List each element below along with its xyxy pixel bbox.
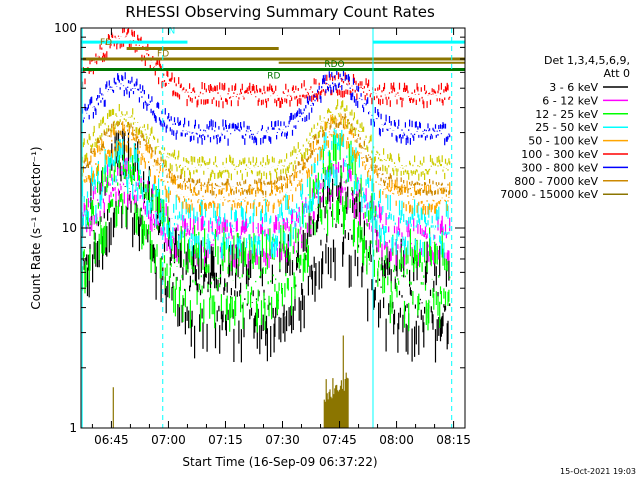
state-annotation-3: RDO xyxy=(324,60,344,70)
legend-label-0: 3 - 6 keV xyxy=(549,81,598,94)
legend-label-8: 7000 - 15000 keV xyxy=(500,188,598,201)
legend-label-2: 12 - 25 keV xyxy=(535,108,598,121)
legend-label-6: 300 - 800 keV xyxy=(521,161,598,174)
state-annotation-4: RD xyxy=(267,71,280,81)
x-tick-label-4: 07:45 xyxy=(322,433,357,447)
legend-label-7: 800 - 7000 keV xyxy=(514,175,598,188)
state-annotation-0: N xyxy=(168,26,175,36)
x-tick-label-3: 07:30 xyxy=(265,433,300,447)
x-axis-label: Start Time (16-Sep-09 06:37:22) xyxy=(182,455,377,469)
y-axis-label: Count Rate (s⁻¹ detector⁻¹) xyxy=(29,146,43,309)
series-trace-7000-15000kev xyxy=(112,335,349,428)
legend-label-1: 6 - 12 keV xyxy=(542,94,598,107)
legend-label-3: 25 - 50 keV xyxy=(535,121,598,134)
footer-timestamp: 15-Oct-2021 19:03 xyxy=(560,467,636,476)
x-tick-label-5: 08:00 xyxy=(379,433,414,447)
legend-label-4: 50 - 100 keV xyxy=(528,135,598,148)
y-tick-label-2: 100 xyxy=(54,21,77,35)
x-tick-label-1: 07:00 xyxy=(151,433,186,447)
state-annotation-2: FD xyxy=(157,50,169,60)
x-tick-label-0: 06:45 xyxy=(94,433,129,447)
plot-area: N FD FD RDO RD xyxy=(81,26,465,428)
y-tick-label-0: 1 xyxy=(69,421,77,435)
x-tick-label-2: 07:15 xyxy=(208,433,243,447)
axes: 06:45 07:00 07:15 07:30 07:45 08:00 08:15 1 10 10… xyxy=(54,21,471,447)
chart-title: RHESSI Observing Summary Count Rates xyxy=(125,3,435,21)
legend-header-line2: Att 0 xyxy=(604,67,630,80)
legend-label-5: 100 - 300 keV xyxy=(521,148,598,161)
y-tick-label-1: 10 xyxy=(62,221,77,235)
state-annotation-1: FD xyxy=(100,38,112,48)
legend-header-line1: Det 1,3,4,5,6,9, xyxy=(544,54,630,67)
x-tick-label-6: 08:15 xyxy=(436,433,471,447)
